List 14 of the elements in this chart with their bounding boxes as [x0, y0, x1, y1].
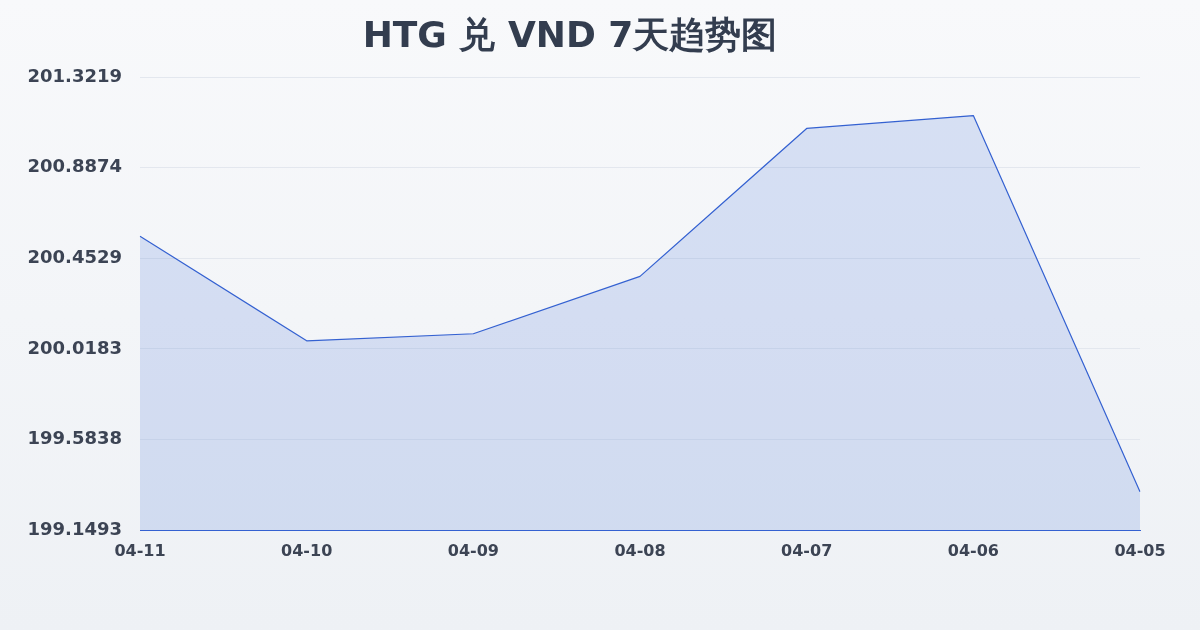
chart-title: HTG 兑 VND 7天趋势图 — [362, 13, 778, 55]
x-tick-label: 04-06 — [947, 540, 999, 560]
x-tick-label: 04-11 — [114, 540, 166, 560]
x-tick-label: 04-08 — [614, 540, 666, 560]
x-tick-label: 04-10 — [281, 540, 333, 560]
y-tick-label: 199.1493 — [27, 517, 122, 539]
y-tick-label: 200.4529 — [27, 245, 122, 267]
x-tick-label: 04-09 — [447, 540, 499, 560]
x-tick-label: 04-07 — [781, 540, 833, 560]
y-tick-label: 200.8874 — [27, 155, 122, 177]
y-tick-label: 201.3219 — [27, 64, 122, 86]
x-tick-label: 04-05 — [1114, 540, 1166, 560]
y-tick-label: 199.5838 — [27, 427, 122, 449]
y-tick-label: 200.0183 — [27, 336, 122, 358]
